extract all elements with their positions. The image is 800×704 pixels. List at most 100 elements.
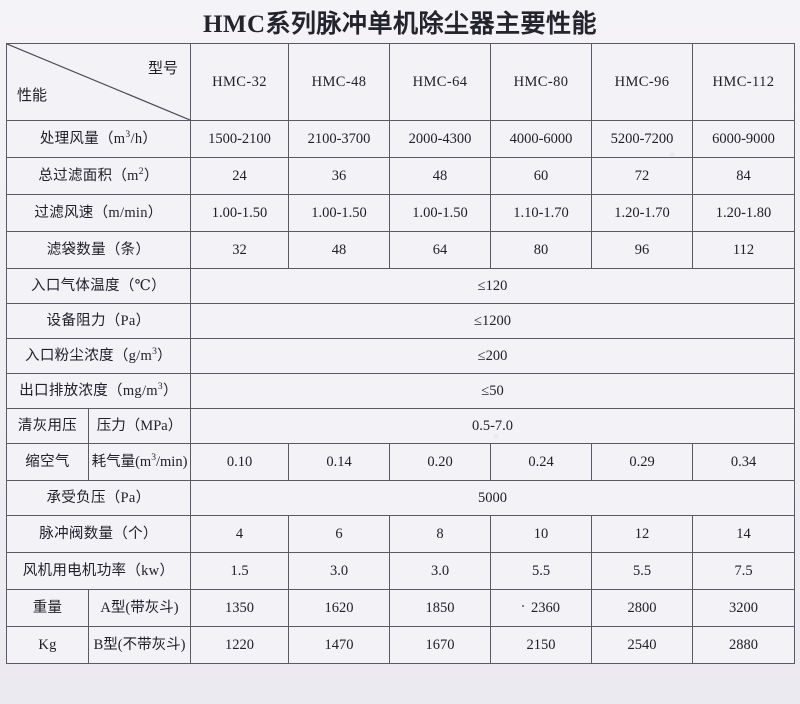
cell-r1-c0: 24 (190, 157, 289, 195)
table-row: 处理风量（m3/h） 1500-2100 2100-3700 2000-4300 400… (6, 120, 795, 158)
row-label-6: 入口粉尘浓度（g/m3） (6, 338, 191, 374)
cell-r14-c2: 1670 (389, 626, 491, 664)
cell-r1-c4: 72 (591, 157, 693, 195)
header-model-hmc-32: HMC-32 (190, 43, 289, 121)
cell-r11-c3: 10 (490, 515, 592, 553)
cell-r14-c1: 1470 (288, 626, 390, 664)
row-label-5: 设备阻力（Pa） (6, 303, 191, 339)
cell-r13-c0: 1350 (190, 589, 289, 627)
cell-r1-c2: 48 (389, 157, 491, 195)
row-label-4: 入口气体温度（℃） (6, 268, 191, 304)
cell-r13-c3: 2360 (490, 589, 592, 627)
row-label-12: 风机用电机功率（kw） (6, 552, 191, 590)
cell-r3-c1: 48 (288, 231, 390, 269)
table-row: 缩空气 耗气量(m3/min) 0.10 0.14 0.20 0.24 0.29 0.34 (6, 443, 795, 481)
cell-r12-c2: 3.0 (389, 552, 491, 590)
table-header-row: 型号 性能 HMC-32 HMC-48 HMC-64 HMC-80 HMC-96… (6, 43, 795, 121)
page-title: HMC系列脉冲单机除尘器主要性能 (202, 11, 598, 38)
cell-r0-c0: 1500-2100 (190, 120, 289, 158)
cell-r0-c4: 5200-7200 (591, 120, 693, 158)
cell-r9-c3: 0.24 (490, 443, 592, 481)
cell-r0-c5: 6000-9000 (692, 120, 795, 158)
cell-r12-c4: 5.5 (591, 552, 693, 590)
header-model-hmc-80: HMC-80 (490, 43, 592, 121)
table-row: 入口气体温度（℃） ≤120 (6, 268, 795, 304)
table-row: 过滤风速（m/min） 1.00-1.50 1.00-1.50 1.00-1.50 1.… (6, 194, 795, 232)
cell-r14-c5: 2880 (692, 626, 795, 664)
row-label-11: 脉冲阀数量（个） (6, 515, 191, 553)
row-merged-value-6: ≤200 (190, 338, 795, 374)
cell-r12-c3: 5.5 (490, 552, 592, 590)
row-sub-label-13: A型(带灰斗) (88, 589, 191, 627)
row-sub-label-8: 压力（MPa） (88, 408, 191, 444)
cell-r2-c3: 1.10-1.70 (490, 194, 592, 232)
header-model-hmc-48: HMC-48 (288, 43, 390, 121)
cell-r1-c3: 60 (490, 157, 592, 195)
cell-r13-c1: 1620 (288, 589, 390, 627)
cell-r0-c1: 2100-3700 (288, 120, 390, 158)
cell-r14-c0: 1220 (190, 626, 289, 664)
table-row: Kg B型(不带灰斗) 1220 1470 1670 2150 2540 2880 (6, 626, 795, 664)
row-label-1: 总过滤面积（m2） (6, 157, 191, 195)
cell-r9-c1: 0.14 (288, 443, 390, 481)
row-group-label-8: 清灰用压 (6, 408, 89, 444)
cell-r3-c3: 80 (490, 231, 592, 269)
header-model-hmc-96: HMC-96 (591, 43, 693, 121)
table-row: 脉冲阀数量（个） 4 6 8 10 12 14 (6, 515, 795, 553)
cell-r3-c5: 112 (692, 231, 795, 269)
cell-r13-c4: 2800 (591, 589, 693, 627)
cell-r9-c5: 0.34 (692, 443, 795, 481)
row-label-3: 滤袋数量（条） (6, 231, 191, 269)
cell-r2-c4: 1.20-1.70 (591, 194, 693, 232)
table-row: 出口排放浓度（mg/m3） ≤50 (6, 373, 795, 409)
header-model-label: 型号 (147, 61, 178, 77)
header-performance-label: 性能 (17, 88, 48, 105)
row-group-label-14: Kg (6, 626, 89, 664)
cell-r1-c5: 84 (692, 157, 795, 195)
row-merged-value-5: ≤1200 (190, 303, 795, 339)
header-model-hmc-64: HMC-64 (389, 43, 491, 121)
row-label-2: 过滤风速（m/min） (6, 194, 191, 232)
cell-r11-c4: 12 (591, 515, 693, 553)
cell-r14-c4: 2540 (591, 626, 693, 664)
cell-r11-c5: 14 (692, 515, 795, 553)
cell-r13-c5: 3200 (692, 589, 795, 627)
cell-r3-c0: 32 (190, 231, 289, 269)
cell-r11-c0: 4 (190, 515, 289, 553)
cell-r0-c2: 2000-4300 (389, 120, 491, 158)
table-row: 清灰用压 压力（MPa） 0.5-7.0 (6, 408, 795, 444)
cell-r2-c5: 1.20-1.80 (692, 194, 795, 232)
header-model-hmc-112: HMC-112 (692, 43, 795, 121)
row-group-label-9: 缩空气 (6, 443, 89, 481)
row-merged-value-7: ≤50 (190, 373, 795, 409)
header-corner-cell: 型号 性能 (6, 43, 191, 121)
cell-r14-c3: 2150 (490, 626, 592, 664)
row-merged-value-8: 0.5-7.0 (190, 408, 795, 444)
cell-r3-c4: 96 (591, 231, 693, 269)
row-merged-value-4: ≤120 (190, 268, 795, 304)
cell-r12-c5: 7.5 (692, 552, 795, 590)
cell-r0-c3: 4000-6000 (490, 120, 592, 158)
cell-r1-c1: 36 (288, 157, 390, 195)
cell-r9-c2: 0.20 (389, 443, 491, 481)
cell-r11-c1: 6 (288, 515, 390, 553)
cell-r2-c1: 1.00-1.50 (288, 194, 390, 232)
table-row: 风机用电机功率（kw） 1.5 3.0 3.0 5.5 5.5 7.5 (6, 552, 795, 590)
cell-r3-c2: 64 (389, 231, 491, 269)
table-row: 重量 A型(带灰斗) 1350 1620 1850 2360 2800 3200 (6, 589, 795, 627)
table-row: 入口粉尘浓度（g/m3） ≤200 (6, 338, 795, 374)
cell-r12-c0: 1.5 (190, 552, 289, 590)
table-body: 型号 性能 HMC-32 HMC-48 HMC-64 HMC-80 HMC-96… (6, 43, 795, 664)
specification-table: 型号 性能 HMC-32 HMC-48 HMC-64 HMC-80 HMC-96… (6, 43, 795, 664)
row-merged-value-10: 5000 (190, 480, 795, 516)
table-row: 总过滤面积（m2） 24 36 48 60 72 84 (6, 157, 795, 195)
row-sub-label-14: B型(不带灰斗) (88, 626, 191, 664)
cell-r2-c0: 1.00-1.50 (190, 194, 289, 232)
table-row: 承受负压（Pa） 5000 (6, 480, 795, 516)
cell-r9-c0: 0.10 (190, 443, 289, 481)
row-sub-label-9: 耗气量(m3/min) (88, 443, 191, 481)
row-label-10: 承受负压（Pa） (6, 480, 191, 516)
scan-speck-icon (522, 604, 524, 607)
cell-r12-c1: 3.0 (288, 552, 390, 590)
